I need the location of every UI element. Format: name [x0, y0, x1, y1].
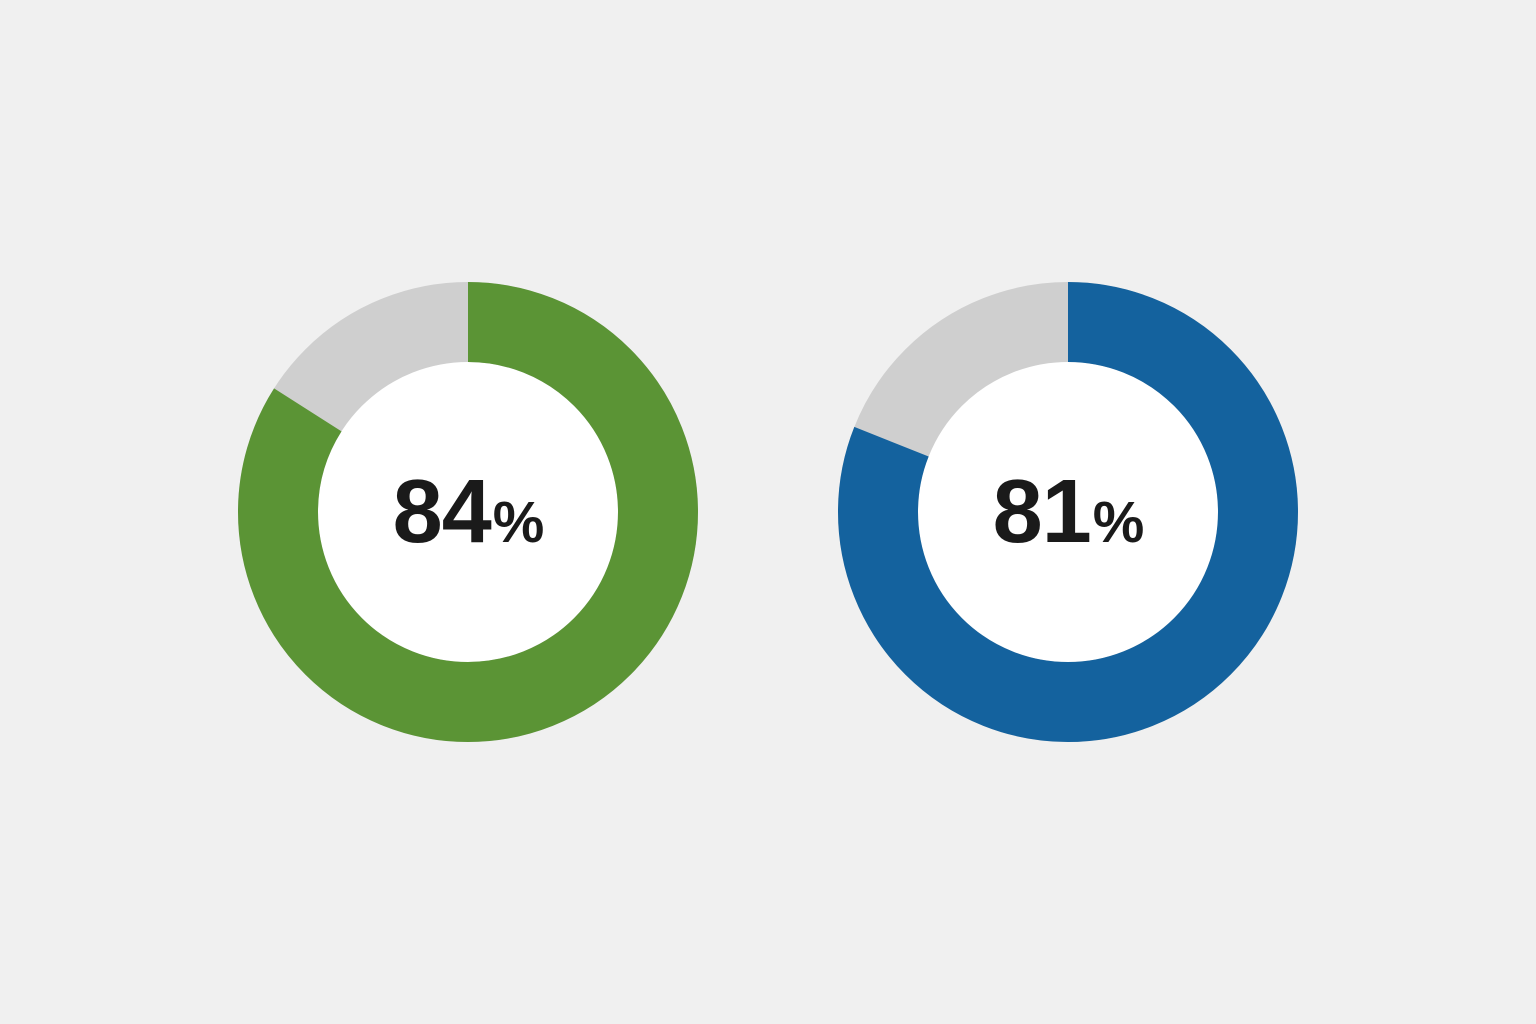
donut-percent-1: % — [493, 494, 544, 552]
donut-value-2: 81 — [993, 467, 1091, 557]
donut-value-1: 84 — [393, 467, 491, 557]
donut-label-2: 81 % — [993, 467, 1144, 557]
donut-percent-2: % — [1093, 494, 1144, 552]
donut-label-1: 84 % — [393, 467, 544, 557]
donut-chart-1: 84 % — [238, 282, 698, 742]
charts-container: 84 % 81 % — [238, 282, 1298, 742]
donut-chart-2: 81 % — [838, 282, 1298, 742]
